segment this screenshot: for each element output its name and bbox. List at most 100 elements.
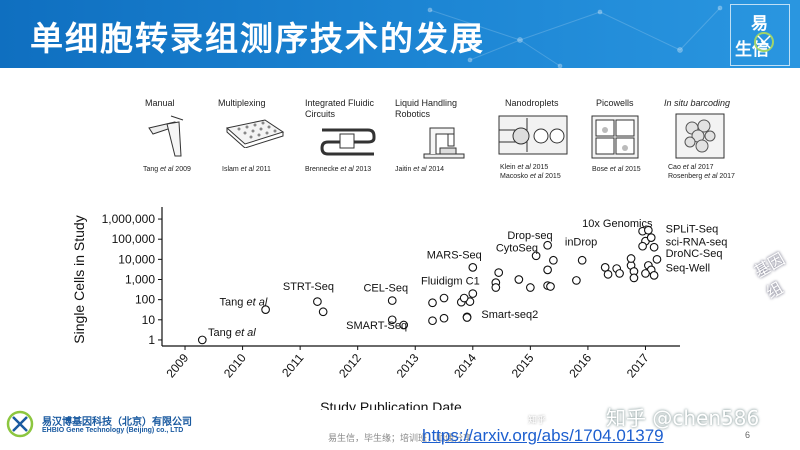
scatter-chart: 1 10 100 1,000 10,000 100,000 1,000,000 2009 201… bbox=[71, 207, 727, 410]
robot-icon bbox=[423, 127, 465, 159]
data-point bbox=[468, 263, 478, 272]
data-point bbox=[197, 335, 207, 345]
data-point bbox=[646, 233, 656, 242]
tech-ref-nanodroplets-1: Klein et al 2015 bbox=[500, 164, 549, 171]
point-annotation: STRT-Seq bbox=[283, 281, 334, 293]
small-watermark: 知乎 bbox=[528, 416, 547, 426]
cell-cluster-icon bbox=[675, 113, 725, 159]
point-annotation: inDrop bbox=[565, 236, 597, 248]
data-point bbox=[649, 242, 659, 252]
data-point bbox=[649, 271, 659, 280]
data-point bbox=[543, 265, 552, 275]
point-annotation: Seq-Well bbox=[666, 262, 710, 274]
data-point bbox=[626, 254, 636, 263]
data-point bbox=[439, 313, 449, 323]
x-tick-label: 2015 bbox=[509, 351, 537, 381]
x-tick-label: 2016 bbox=[566, 351, 594, 381]
tech-label-nanodroplets: Nanodroplets bbox=[505, 98, 559, 108]
data-point bbox=[577, 255, 587, 265]
picowell-array-icon bbox=[591, 115, 639, 159]
x-tick-label: 2017 bbox=[624, 351, 652, 381]
data-point bbox=[318, 307, 328, 317]
y-tick-label: 100 bbox=[135, 293, 155, 307]
point-annotation: CytoSeq bbox=[496, 242, 538, 254]
data-point bbox=[603, 270, 613, 279]
tech-ref-ifc: Brennecke et al 2013 bbox=[305, 166, 372, 173]
data-point bbox=[439, 293, 449, 303]
tech-label-manual: Manual bbox=[145, 98, 175, 108]
data-point bbox=[638, 241, 647, 251]
y-tick-label: 1,000 bbox=[125, 273, 155, 287]
y-tick-label: 100,000 bbox=[112, 232, 156, 246]
tech-label-ifc: Integrated Fluidic Circuits bbox=[305, 98, 375, 119]
footer-note: 易生信，毕生缘；培训班，顺便分享 bbox=[328, 434, 473, 444]
point-annotation: SPLiT-Seq bbox=[666, 223, 719, 235]
data-point bbox=[459, 293, 469, 303]
page-title: 单细胞转录组测序技术的发展 bbox=[30, 19, 485, 58]
network-pattern-decoration bbox=[427, 5, 723, 68]
data-point bbox=[549, 255, 558, 265]
tech-ref-picowells: Bose et al 2015 bbox=[592, 166, 641, 173]
x-tick-label: 2014 bbox=[451, 351, 479, 381]
dna-icon bbox=[754, 32, 774, 52]
x-tick-label: 2010 bbox=[221, 351, 249, 381]
x-tick-label: 2009 bbox=[163, 351, 191, 381]
y-tick-label: 1,000,000 bbox=[102, 212, 156, 226]
data-point bbox=[514, 275, 524, 284]
microfluidic-chip-icon bbox=[320, 128, 376, 156]
point-annotation: DroNC-Seq bbox=[666, 248, 723, 260]
data-point bbox=[462, 313, 472, 322]
y-tick-label: 10,000 bbox=[118, 252, 155, 266]
tech-label-multiplexing: Multiplexing bbox=[218, 98, 266, 108]
data-point bbox=[546, 282, 555, 291]
pipette-tube-icon bbox=[148, 115, 184, 157]
x-tick-label: 2012 bbox=[336, 351, 364, 381]
y-tick-label: 10 bbox=[142, 313, 156, 327]
data-point bbox=[526, 283, 535, 292]
data-point bbox=[399, 320, 409, 330]
point-annotation: SMART-Seq bbox=[346, 320, 407, 332]
data-point bbox=[468, 289, 478, 298]
data-point bbox=[261, 305, 270, 314]
droplet-channel-icon bbox=[498, 115, 568, 155]
company-logo-icon bbox=[6, 410, 34, 438]
y-tick-label: 1 bbox=[148, 333, 155, 347]
data-point bbox=[428, 298, 437, 308]
data-point bbox=[494, 268, 504, 277]
x-tick-label: 2013 bbox=[394, 351, 422, 381]
point-annotation: Drop-seq bbox=[507, 230, 552, 242]
page-number: 6 bbox=[745, 430, 751, 440]
tech-ref-insitu-2: Rosenberg et al 2017 bbox=[668, 173, 735, 180]
point-annotation: Tang et al bbox=[220, 297, 268, 309]
point-annotation: Fluidigm C1 bbox=[421, 276, 480, 288]
x-tick-label: 2011 bbox=[279, 351, 307, 380]
data-point bbox=[652, 255, 662, 264]
tech-ref-robotics: Jaitin et al 2014 bbox=[395, 166, 445, 173]
data-point bbox=[387, 315, 397, 325]
point-annotation: 10x Genomics bbox=[582, 218, 653, 230]
brand-logo: 易 生信 bbox=[730, 4, 790, 66]
tech-ref-insitu-1: Cao et al 2017 bbox=[668, 164, 714, 171]
tech-ref-manual: Tang et al 2009 bbox=[143, 166, 191, 173]
figure-panel: Manual Tang et al 2009 Multiplexing Isla… bbox=[0, 68, 800, 410]
point-annotation: CEL-Seq bbox=[363, 283, 408, 295]
header-banner: 单细胞转录组测序技术的发展 易 生信 bbox=[0, 0, 800, 68]
well-plate-icon bbox=[225, 119, 285, 148]
data-point bbox=[313, 297, 322, 306]
data-point bbox=[641, 269, 650, 278]
data-point bbox=[615, 269, 624, 278]
data-point bbox=[629, 273, 639, 283]
point-annotation: Tang et al bbox=[208, 327, 256, 339]
data-point bbox=[387, 296, 397, 305]
tech-ref-nanodroplets-2: Macosko et al 2015 bbox=[500, 173, 561, 180]
y-axis-title: Single Cells in Study bbox=[71, 215, 87, 343]
x-axis-title: Study Publication Date bbox=[320, 399, 462, 410]
data-point bbox=[572, 276, 581, 285]
point-annotation: Smart-seq2 bbox=[481, 309, 538, 321]
tech-ref-multiplexing: Islam et al 2011 bbox=[222, 166, 271, 173]
tech-label-robotics: Liquid Handling Robotics bbox=[395, 98, 458, 119]
company-name-cn: 易汉博基因科技（北京）有限公司 bbox=[42, 417, 192, 428]
data-point bbox=[543, 240, 552, 250]
tech-label-insitu: In situ barcoding bbox=[664, 98, 731, 108]
arxiv-link[interactable]: https://arxiv.org/abs/1704.01379 bbox=[422, 426, 664, 445]
